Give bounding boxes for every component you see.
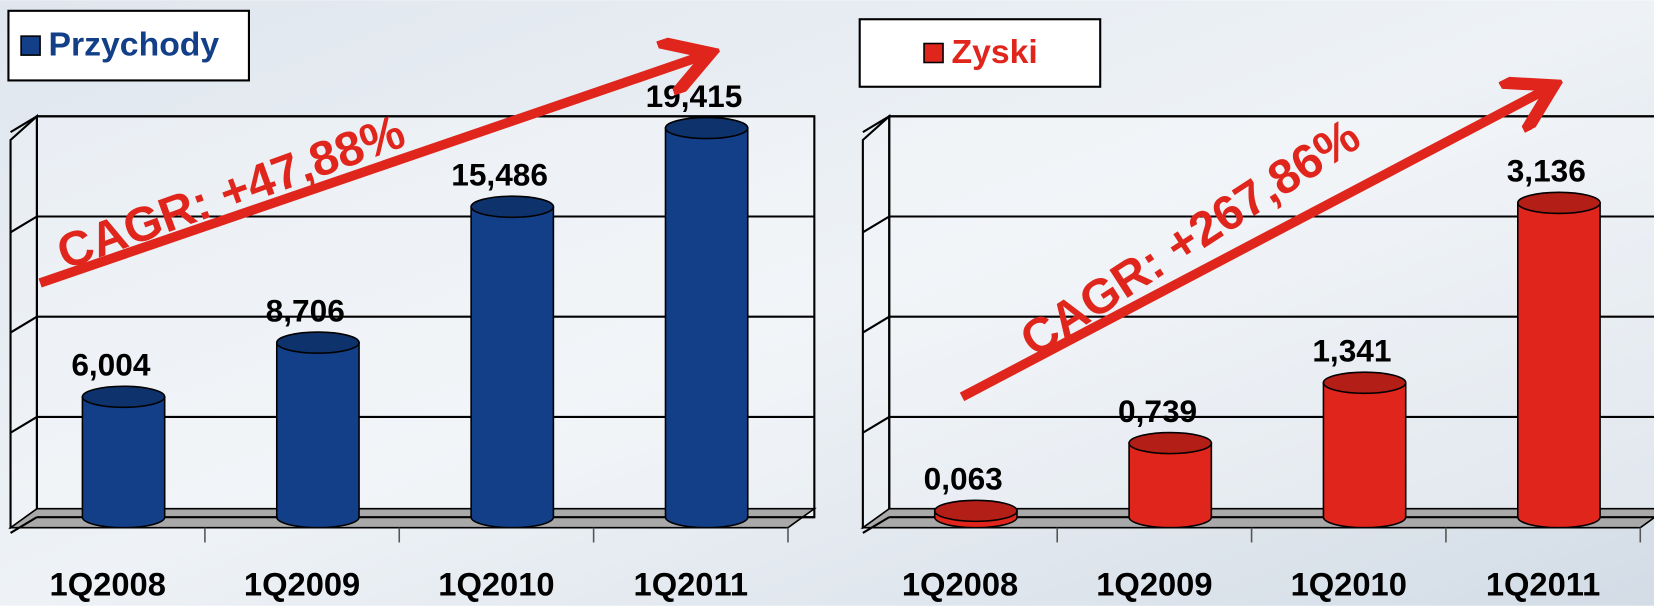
value-label: 6,004 <box>71 347 151 383</box>
side-wall <box>9 113 38 530</box>
grid-line <box>862 416 890 434</box>
bar-top <box>1322 371 1407 395</box>
grid-line <box>10 215 38 234</box>
bar <box>470 195 555 529</box>
side-wall <box>861 113 891 530</box>
x-tick-label: 1Q2008 <box>902 565 1018 602</box>
bar-body <box>1128 442 1213 529</box>
bar <box>1517 191 1601 529</box>
grid-line <box>862 215 890 234</box>
value-label: 0,739 <box>1118 393 1197 429</box>
bar-body <box>81 396 166 529</box>
value-label: 19,415 <box>646 78 743 114</box>
x-tick-label: 1Q2010 <box>438 565 554 602</box>
grid-line <box>862 315 890 334</box>
bar-top <box>664 116 749 140</box>
legend-label: Przychody <box>49 26 220 64</box>
bar <box>275 331 360 529</box>
value-label: 0,063 <box>924 461 1003 497</box>
bar-body <box>1322 381 1407 529</box>
bar <box>933 499 1018 529</box>
x-tick-label: 1Q2011 <box>634 565 749 602</box>
bar <box>664 116 749 529</box>
value-label: 1,341 <box>1312 333 1391 369</box>
bar <box>1128 431 1213 529</box>
bar-top <box>81 385 166 409</box>
grid-line <box>10 516 38 534</box>
bar-body <box>664 127 749 529</box>
x-tick-label: 1Q2009 <box>244 565 360 602</box>
bar-top <box>275 331 360 354</box>
grid-line <box>10 115 38 134</box>
bar-top <box>933 499 1018 523</box>
x-tick-label: 1Q2011 <box>1486 565 1601 602</box>
grid-line <box>862 115 890 134</box>
legend-box <box>858 18 1102 88</box>
legend-swatch <box>923 42 944 64</box>
grid-line <box>10 416 38 434</box>
charts: Przychody 6,004 1Q2008 8,706 1Q2009 15,486 1Q2… <box>7 9 1654 602</box>
grid-line <box>862 516 890 534</box>
bar-top <box>1128 431 1213 455</box>
legend-label: Zyski <box>951 33 1037 71</box>
bar-top <box>470 195 555 219</box>
x-tick-label: 1Q2008 <box>50 565 166 602</box>
grid-line <box>10 315 38 334</box>
legend-box <box>7 9 250 82</box>
bar-top <box>1517 191 1601 215</box>
bar <box>1322 371 1407 529</box>
legend-swatch <box>20 35 41 56</box>
bar-body <box>470 205 555 529</box>
value-label: 8,706 <box>266 292 345 328</box>
x-tick-label: 1Q2009 <box>1096 565 1212 602</box>
bar <box>81 385 166 529</box>
value-label: 15,486 <box>451 157 548 193</box>
x-tick-label: 1Q2010 <box>1291 565 1407 602</box>
trend-arrow <box>38 56 701 288</box>
bar-body <box>275 341 360 529</box>
value-label: 3,136 <box>1507 153 1586 189</box>
bar-body <box>1517 202 1601 529</box>
trend-arrow <box>959 90 1545 402</box>
